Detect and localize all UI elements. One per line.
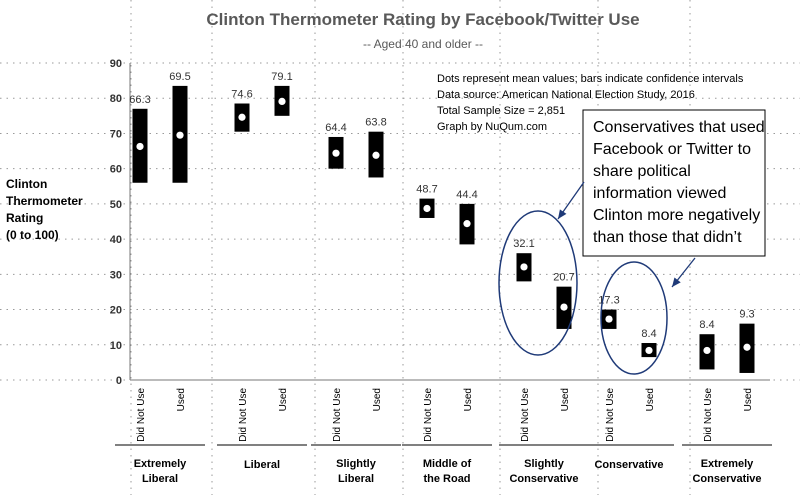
callout-text: Clinton more negatively [593, 207, 760, 224]
category-label: Did Not Use [136, 388, 147, 442]
group-label: Middle of [423, 458, 472, 470]
mean-dot [743, 343, 751, 351]
callout-text: Facebook or Twitter to [593, 141, 751, 158]
mean-dot [520, 263, 528, 271]
mean-dot [332, 149, 340, 157]
chart-note: Dots represent mean values; bars indicat… [437, 73, 744, 85]
callout-arrow-head [672, 277, 681, 287]
callout-arrow-head [558, 209, 567, 219]
y-tick-label: 80 [110, 93, 122, 105]
y-tick-label: 30 [110, 269, 122, 281]
y-axis-label: Rating [6, 211, 43, 225]
group-label: Slightly [336, 458, 377, 470]
y-tick-label: 0 [116, 375, 122, 387]
category-label: Used [743, 388, 754, 411]
y-tick-label: 70 [110, 128, 122, 140]
mean-dot [703, 346, 711, 355]
category-label: Did Not Use [423, 388, 434, 442]
callout-text: Conservatives that used [593, 119, 765, 136]
y-tick-label: 60 [110, 164, 122, 176]
group-label: Liberal [338, 473, 374, 485]
data-label: 48.7 [416, 184, 437, 196]
mean-dot [560, 303, 568, 311]
group-label: Conservative [509, 473, 578, 485]
category-label: Used [176, 388, 187, 411]
group-label: Extremely [134, 458, 187, 470]
y-tick-label: 40 [110, 234, 122, 246]
callout-text: than those that didn’t [593, 229, 742, 246]
y-axis-label: (0 to 100) [6, 228, 59, 242]
data-label: 32.1 [513, 238, 534, 250]
mean-dot [463, 220, 471, 228]
mean-dot [176, 131, 184, 139]
category-label: Used [645, 388, 656, 411]
category-label: Used [463, 388, 474, 411]
mean-dot [423, 204, 431, 213]
group-label: Slightly [524, 458, 565, 470]
y-axis-label: Thermometer [6, 194, 83, 208]
chart-subtitle: -- Aged 40 and older -- [363, 37, 483, 51]
group-label: the Road [423, 473, 470, 485]
data-label: 44.4 [456, 189, 477, 201]
category-label: Did Not Use [520, 388, 531, 442]
group-label: Extremely [701, 458, 754, 470]
y-axis-label: Clinton [6, 177, 47, 191]
data-label: 79.1 [271, 71, 292, 83]
group-label: Conservative [692, 473, 761, 485]
category-label: Used [560, 388, 571, 411]
category-label: Did Not Use [703, 388, 714, 442]
chart-title: Clinton Thermometer Rating by Facebook/T… [206, 10, 639, 29]
data-label: 8.4 [641, 328, 656, 340]
mean-dot [278, 97, 286, 105]
chart-note: Data source: American National Election … [437, 89, 695, 101]
data-label: 69.5 [169, 71, 190, 83]
category-label: Did Not Use [605, 388, 616, 442]
data-label: 66.3 [129, 94, 150, 106]
data-label: 63.8 [365, 117, 386, 129]
category-label: Did Not Use [238, 388, 249, 442]
chart-note: Graph by NuQum.com [437, 121, 547, 133]
callout-text: information viewed [593, 185, 726, 202]
mean-dot [238, 113, 246, 121]
group-label: Liberal [142, 473, 178, 485]
data-label: 8.4 [699, 319, 714, 331]
chart-note: Total Sample Size = 2,851 [437, 105, 565, 117]
category-label: Used [372, 388, 383, 411]
mean-dot [372, 151, 380, 159]
category-label: Did Not Use [332, 388, 343, 442]
data-label: 20.7 [553, 272, 574, 284]
callout-text: share political [593, 163, 691, 180]
data-label: 9.3 [739, 309, 754, 321]
group-label: Liberal [244, 459, 280, 471]
mean-dot [136, 142, 144, 151]
category-label: Used [278, 388, 289, 411]
mean-dot [645, 346, 653, 355]
highlight-ellipse [498, 210, 578, 356]
data-label: 64.4 [325, 122, 346, 134]
data-label: 74.6 [231, 89, 252, 101]
y-tick-label: 50 [110, 199, 122, 211]
y-tick-label: 90 [110, 58, 122, 70]
mean-dot [605, 315, 613, 323]
group-label: Conservative [594, 459, 663, 471]
callout-box [582, 109, 766, 257]
y-tick-label: 20 [110, 305, 122, 317]
highlight-ellipse [600, 261, 668, 375]
y-tick-label: 10 [110, 340, 122, 352]
